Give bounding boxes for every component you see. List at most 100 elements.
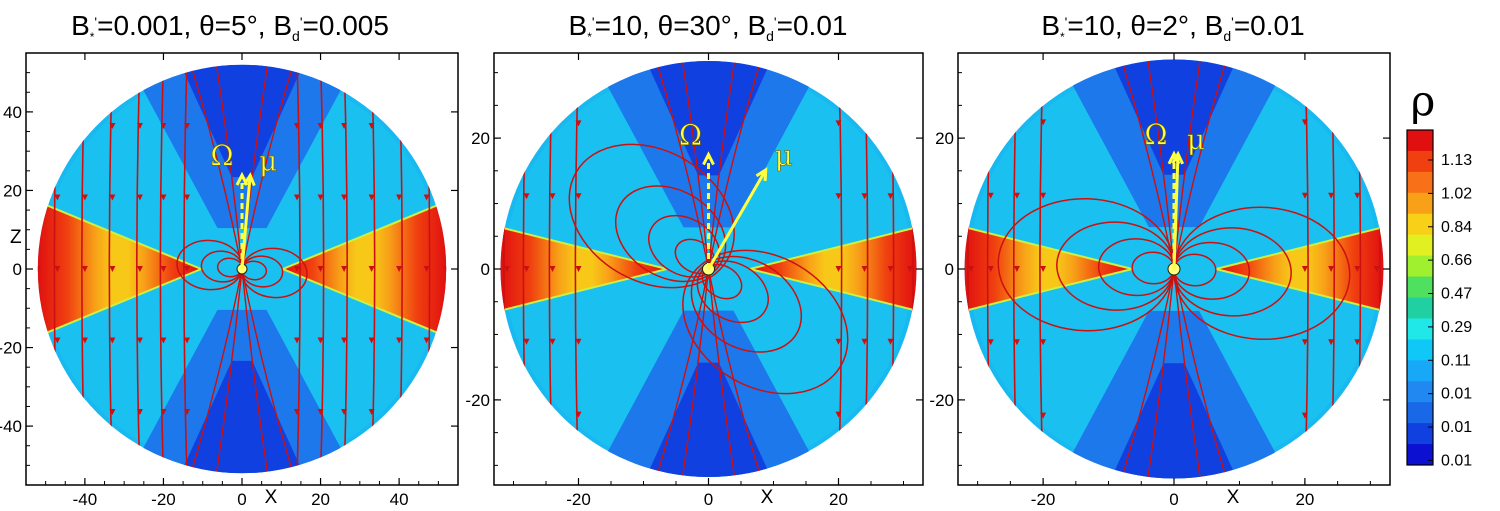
field-arrow <box>443 123 447 130</box>
colorbar-label: ρ <box>1411 76 1436 125</box>
dipole-loop <box>568 143 735 289</box>
mu-label: μ <box>1187 123 1205 156</box>
open-line <box>1120 268 1175 479</box>
panel-title: B*'=10, θ=2°, Bd'=0.01 <box>1041 10 1304 44</box>
field-arrow <box>1328 266 1335 272</box>
y-axis-label: Z <box>10 227 22 248</box>
field-arrow <box>1373 412 1380 419</box>
field-arrow <box>81 194 88 201</box>
field-arrow <box>1328 192 1335 199</box>
field-line <box>1039 59 1044 479</box>
field-arrow <box>1354 192 1361 199</box>
colorbar-band <box>1407 381 1433 403</box>
field-arrow <box>1354 339 1361 346</box>
mu-vector <box>1172 153 1180 270</box>
field-arrow <box>549 338 556 345</box>
field-line <box>445 64 447 474</box>
colorbar-tick-label: 0.84 <box>1441 219 1472 236</box>
field-arrow <box>1373 339 1380 346</box>
panel-title: B*'=0.001, θ=5°, Bd'=0.005 <box>71 10 389 44</box>
colorbar-band <box>1407 297 1433 319</box>
field-arrow <box>1040 266 1047 272</box>
field-line <box>136 64 141 474</box>
open-line <box>1173 59 1228 270</box>
colorbar: ρ 1.13 1.02 0.84 0.66 0.47 0.29 0.11 0.01 0.01 0.… <box>1406 76 1472 469</box>
field-arrow <box>293 194 300 201</box>
colorbar-band <box>1407 360 1433 382</box>
field-arrow <box>317 337 324 344</box>
dipole-loop <box>682 249 849 395</box>
field-arrow <box>396 194 403 201</box>
field-arrow <box>160 194 167 201</box>
field-arrow <box>37 123 41 130</box>
field-arrow <box>1328 339 1335 346</box>
field-arrow <box>1013 192 1020 199</box>
field-arrow <box>1301 192 1308 199</box>
x-tick-label: 0 <box>1169 490 1178 509</box>
x-tick-label: 0 <box>704 490 713 509</box>
x-tick-label: 20 <box>1295 490 1314 509</box>
field-arrow <box>81 266 88 272</box>
open-line <box>241 64 294 270</box>
lower-funnel-core <box>1111 363 1237 479</box>
field-arrow <box>396 337 403 344</box>
field-arrow <box>1040 339 1047 346</box>
open-line <box>1173 59 1201 270</box>
open-line <box>190 64 243 270</box>
x-axis-label: X <box>761 487 774 508</box>
field-line <box>837 61 843 477</box>
open-line <box>707 61 736 270</box>
field-arrow <box>1040 412 1047 419</box>
field-arrow <box>54 123 61 130</box>
x-axis-label: X <box>1227 487 1240 508</box>
field-arrow <box>109 123 116 130</box>
field-arrow <box>887 411 894 418</box>
field-arrow <box>523 266 530 272</box>
field-arrow <box>37 194 41 201</box>
field-arrow <box>887 193 894 200</box>
field-arrow <box>1354 412 1361 419</box>
colorbar-tick-label: 1.02 <box>1441 185 1472 202</box>
field-arrow <box>184 408 191 415</box>
field-arrow <box>54 194 61 201</box>
field-arrow <box>907 338 913 345</box>
field-arrow <box>907 193 913 200</box>
open-line <box>215 64 243 270</box>
x-tick-label: 20 <box>311 490 330 509</box>
field-arrow <box>368 408 375 415</box>
mu-arrowhead <box>243 172 256 187</box>
field-arrow <box>317 194 324 201</box>
field-arrow <box>1354 119 1361 126</box>
colorbar-band <box>1407 276 1433 298</box>
field-arrow <box>1013 412 1020 419</box>
open-line <box>707 61 762 270</box>
field-arrow <box>504 266 510 272</box>
field-arrow <box>423 194 430 201</box>
field-line <box>1304 59 1309 479</box>
lower-funnel-core <box>646 362 771 477</box>
field-arrow <box>1301 266 1308 272</box>
field-arrow <box>317 266 324 272</box>
field-arrow <box>575 266 582 272</box>
field-arrow <box>987 192 994 199</box>
x-tick-label: -20 <box>566 490 591 509</box>
field-arrow <box>504 411 510 418</box>
field-arrow <box>907 411 913 418</box>
upper-funnel-core <box>1111 59 1237 175</box>
omega-label: Ω <box>210 139 233 172</box>
field-arrow <box>968 119 975 126</box>
field-arrow <box>184 266 191 272</box>
field-arrow <box>835 411 842 418</box>
x-tick-label: -40 <box>73 490 98 509</box>
upper-funnel-core <box>180 64 304 178</box>
x-tick-label: 0 <box>237 490 246 509</box>
field-arrow <box>423 123 430 130</box>
field-arrow <box>523 411 530 418</box>
colorbar-frame <box>1406 129 1434 466</box>
field-arrow <box>987 412 994 419</box>
lower-funnel-core <box>180 360 304 474</box>
field-arrow <box>523 338 530 345</box>
field-arrow <box>423 266 430 272</box>
